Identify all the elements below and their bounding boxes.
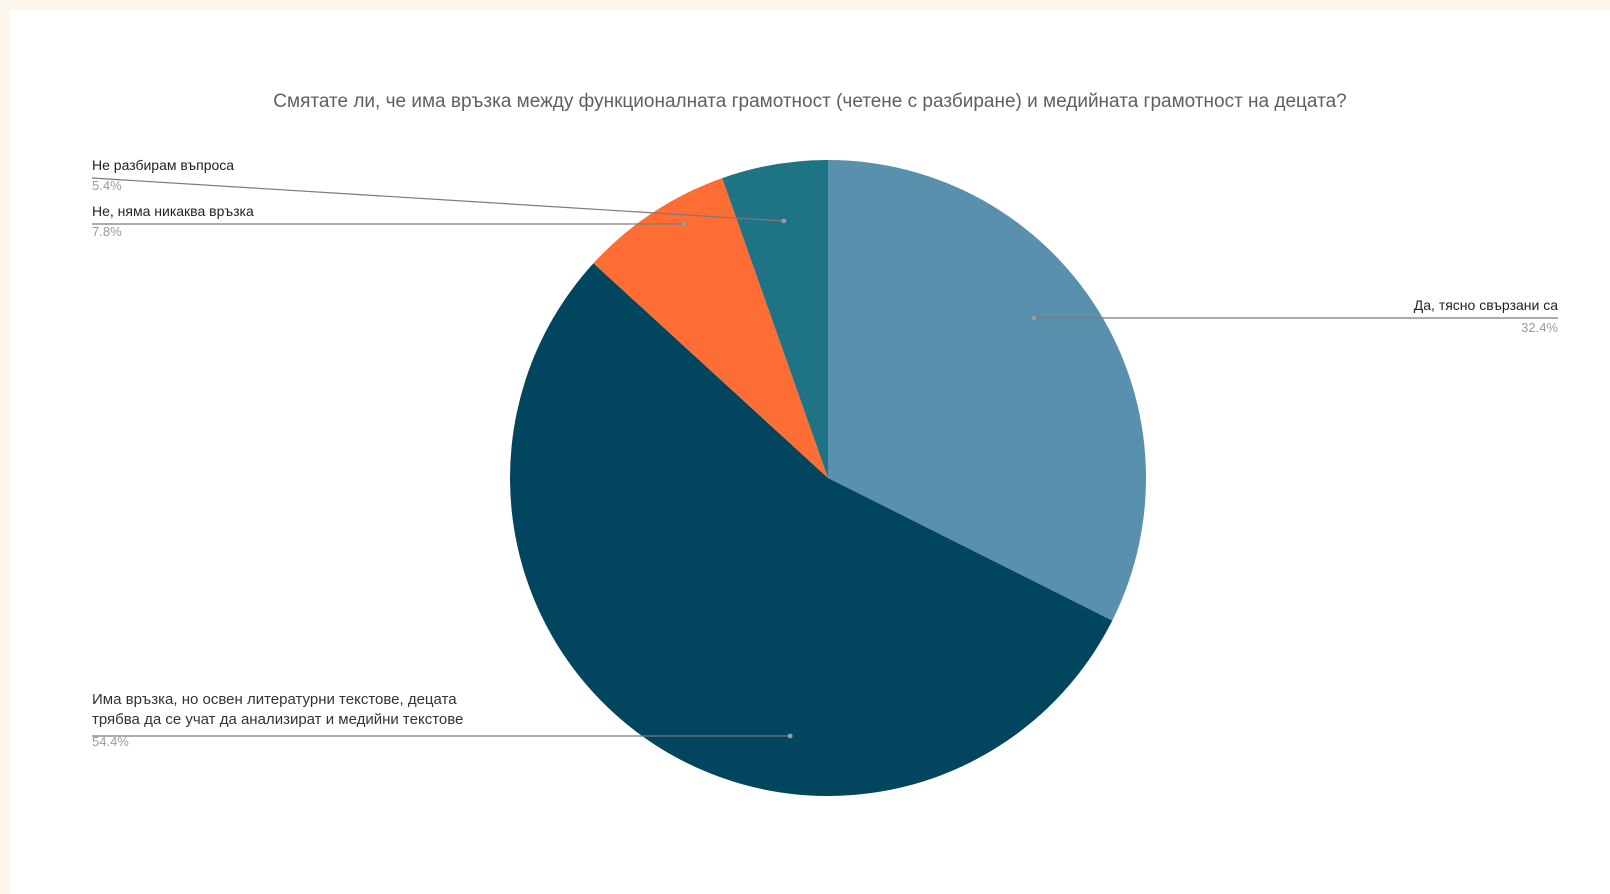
leader-line-4 bbox=[91, 177, 785, 222]
slice-percent-2: 54.4% bbox=[92, 734, 129, 749]
leader-dot-1 bbox=[1031, 315, 1037, 321]
slice-label-3: Не, няма никаква връзка bbox=[92, 203, 254, 219]
slice-labels: Да, тясно свързани са 32.4% Има връзка, но… bbox=[91, 157, 1558, 749]
chart-title: Смятате ли, че има връзка между функцион… bbox=[273, 91, 1346, 112]
leader-dot-3 bbox=[681, 221, 687, 227]
slice-label-2-line-1: Има връзка, но освен литературни текстов… bbox=[92, 691, 457, 708]
slice-percent-1: 32.4% bbox=[1521, 320, 1558, 335]
leader-dot-2 bbox=[787, 733, 793, 739]
leader-dot-4 bbox=[781, 218, 787, 224]
slice-percent-4: 5.4% bbox=[92, 178, 122, 193]
pie-slices bbox=[510, 160, 1146, 797]
slice-percent-3: 7.8% bbox=[92, 224, 122, 239]
slice-label-2-line-2: трябва да се учат да анализират и медийн… bbox=[92, 711, 463, 728]
slice-label-1: Да, тясно свързани са bbox=[1414, 297, 1558, 313]
slice-label-4: Не разбирам въпроса bbox=[92, 157, 234, 173]
pie-slice-1 bbox=[828, 160, 1146, 621]
pie-slice-3 bbox=[593, 178, 828, 478]
pie-slice-2 bbox=[510, 263, 1113, 797]
pie-slice-4 bbox=[722, 160, 828, 478]
